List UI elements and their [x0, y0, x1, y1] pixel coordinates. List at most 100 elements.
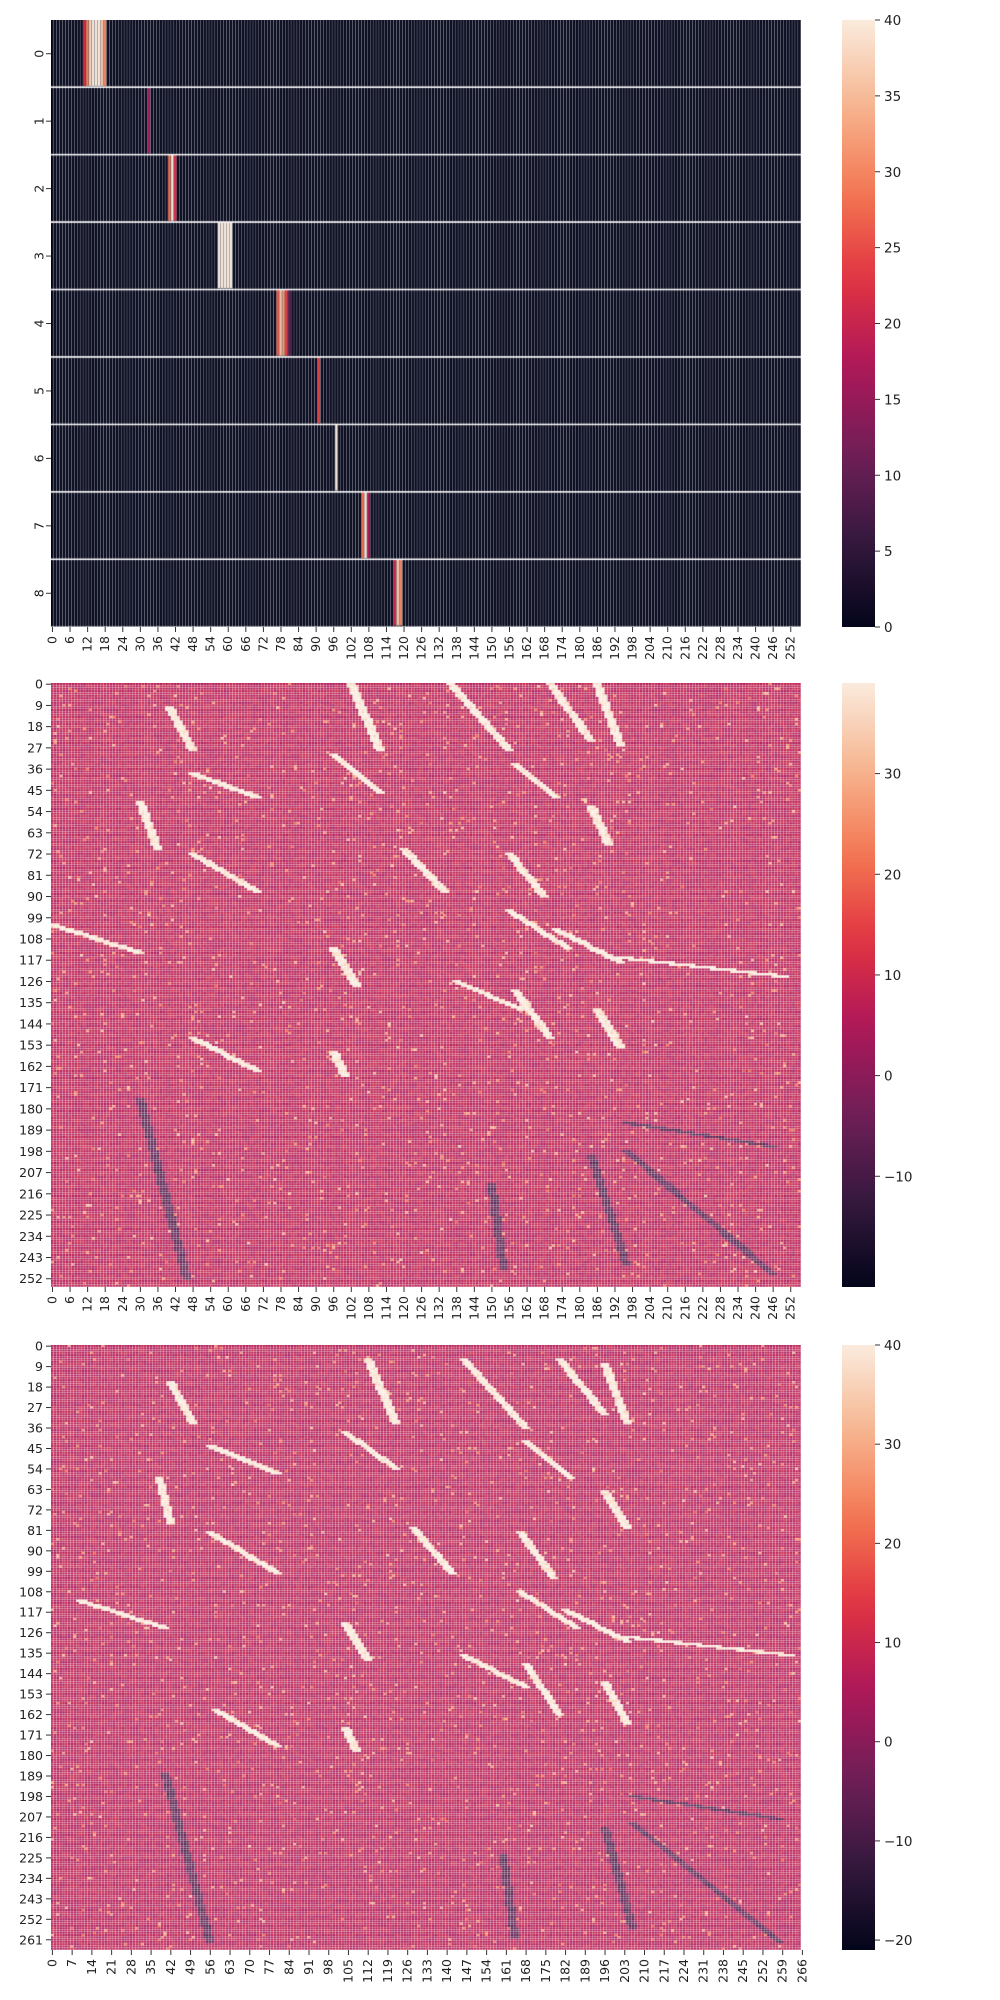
x-tick-label: 216 — [677, 1296, 692, 1320]
x-tick-label: 196 — [597, 1959, 612, 1983]
x-tick-label: 56 — [202, 1959, 217, 1975]
colorbar-tick-label: −10 — [884, 1834, 913, 1850]
x-tick-label: 54 — [203, 1296, 218, 1312]
x-tick-label: 0 — [44, 1959, 59, 1967]
x-tick-label: 228 — [712, 636, 727, 660]
y-axis-1: 0 1 2 3 4 5 6 7 8 — [32, 50, 51, 597]
x-tick-label: 138 — [449, 636, 464, 660]
x-tick-label: 91 — [301, 1959, 316, 1975]
colorbar-1: 0 5 10 15 20 25 30 35 40 — [842, 13, 901, 636]
x-tick-label: 132 — [431, 1296, 446, 1320]
x-tick-label: 240 — [748, 636, 763, 660]
y-tick-label: 18 — [27, 1380, 43, 1395]
x-tick-label: 204 — [642, 1296, 657, 1320]
y-tick-label: 162 — [19, 1059, 43, 1074]
x-tick-label: 0 — [44, 1296, 59, 1304]
x-tick-label: 24 — [115, 636, 130, 652]
colorbar-tick-label: 20 — [884, 867, 901, 883]
x-tick-label: 126 — [400, 1959, 415, 1983]
y-tick-label: 108 — [19, 1584, 43, 1599]
y-tick-label: 54 — [27, 804, 43, 819]
x-tick-label: 192 — [607, 636, 622, 660]
y-tick-label: 198 — [19, 1144, 43, 1159]
y-tick-label: 243 — [19, 1891, 43, 1906]
y-tick-label: 252 — [19, 1271, 43, 1286]
x-tick-label: 49 — [183, 1959, 198, 1975]
y-tick-label: 252 — [19, 1912, 43, 1927]
y-tick-label: 117 — [19, 1605, 43, 1620]
x-tick-label: 21 — [104, 1959, 119, 1975]
y-tick-label: 81 — [27, 1523, 43, 1538]
y-tick-label: 9 — [35, 1359, 43, 1374]
y-tick-label: 8 — [32, 589, 47, 597]
x-tick-label: 63 — [222, 1959, 237, 1975]
x-axis-2: 0 6 12 18 24 30 36 42 48 54 60 66 72 78 84 90 96 102 108 11… — [44, 1287, 798, 1320]
x-tick-label: 30 — [132, 1296, 147, 1312]
x-tick-label: 180 — [572, 636, 587, 660]
x-tick-label: 72 — [255, 636, 270, 652]
colorbar-tick-label: 0 — [884, 620, 893, 636]
y-tick-label: 0 — [35, 1339, 43, 1354]
x-tick-label: 168 — [537, 636, 552, 660]
y-tick-label: 45 — [27, 1441, 43, 1456]
x-tick-label: 210 — [637, 1959, 652, 1983]
x-tick-label: 246 — [765, 636, 780, 660]
y-tick-label: 0 — [35, 677, 43, 692]
x-tick-label: 108 — [361, 1296, 376, 1320]
colorbar-tick-label: 40 — [884, 1338, 901, 1354]
x-tick-label: 7 — [64, 1959, 79, 1967]
x-tick-label: 108 — [361, 636, 376, 660]
y-tick-label: 45 — [27, 783, 43, 798]
x-tick-label: 174 — [554, 1296, 569, 1320]
y-tick-label: 5 — [32, 387, 47, 395]
x-tick-label: 84 — [291, 636, 306, 652]
y-tick-label: 153 — [19, 1038, 43, 1053]
x-axis-1: 0 6 12 18 24 30 36 42 48 54 60 66 72 78 84 90 96 102 108 11… — [44, 627, 798, 660]
y-axis-3: 0 9 18 27 36 45 54 63 72 81 90 99 108 117 126 135 144 153… — [19, 1339, 51, 1947]
y-tick-label: 36 — [27, 1421, 43, 1436]
x-tick-label: 119 — [380, 1959, 395, 1983]
x-tick-label: 114 — [378, 1296, 393, 1320]
x-tick-label: 133 — [419, 1959, 434, 1983]
x-tick-label: 162 — [519, 636, 534, 660]
x-tick-label: 66 — [238, 1296, 253, 1312]
x-tick-label: 24 — [115, 1296, 130, 1312]
x-tick-label: 78 — [273, 636, 288, 652]
x-tick-label: 60 — [220, 1296, 235, 1312]
x-tick-label: 102 — [343, 1296, 358, 1320]
y-tick-label: 126 — [19, 974, 43, 989]
x-tick-label: 35 — [143, 1959, 158, 1975]
y-tick-label: 99 — [27, 1564, 43, 1579]
heatmap-cells-2 — [51, 683, 801, 1287]
x-tick-label: 28 — [123, 1959, 138, 1975]
y-tick-label: 36 — [27, 762, 43, 777]
y-tick-label: 2 — [32, 185, 47, 193]
colorbar-tick-label: 35 — [884, 89, 901, 105]
y-tick-label: 216 — [19, 1830, 43, 1845]
x-tick-label: 84 — [281, 1959, 296, 1975]
y-tick-label: 171 — [19, 1728, 43, 1743]
x-tick-label: 90 — [308, 636, 323, 652]
x-tick-label: 144 — [466, 636, 481, 660]
y-tick-label: 7 — [32, 522, 47, 530]
x-tick-label: 42 — [168, 636, 183, 652]
colorbar-tick-label: 25 — [884, 241, 901, 257]
colorbar-tick-label: 10 — [884, 968, 901, 984]
colorbar-tick-label: 10 — [884, 1636, 901, 1652]
y-tick-label: 216 — [19, 1186, 43, 1201]
x-tick-label: 132 — [431, 636, 446, 660]
y-tick-label: 90 — [27, 1543, 43, 1558]
x-tick-label: 96 — [326, 636, 341, 652]
y-tick-label: 72 — [27, 847, 43, 862]
x-tick-label: 198 — [625, 636, 640, 660]
heatmap-cells-1 — [51, 20, 801, 627]
x-tick-label: 12 — [80, 1296, 95, 1312]
y-tick-label: 108 — [19, 931, 43, 946]
y-tick-label: 144 — [19, 1666, 43, 1681]
x-tick-label: 14 — [84, 1959, 99, 1975]
x-tick-label: 42 — [168, 1296, 183, 1312]
colorbar-tick-label: 0 — [884, 1735, 893, 1751]
colorbar-tick-label: 0 — [884, 1069, 893, 1085]
x-tick-label: 114 — [378, 636, 393, 660]
